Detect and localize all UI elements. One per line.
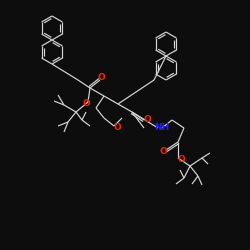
- Text: O: O: [177, 154, 185, 164]
- Text: O: O: [159, 148, 167, 156]
- Text: O: O: [82, 100, 90, 108]
- Text: O: O: [97, 74, 105, 82]
- Text: O: O: [143, 114, 151, 124]
- Text: O: O: [113, 122, 121, 132]
- Text: NH: NH: [154, 122, 170, 132]
